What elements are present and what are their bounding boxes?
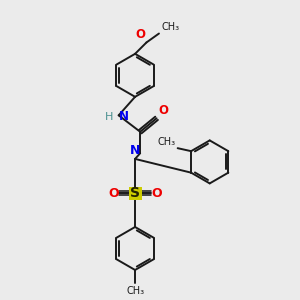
Text: O: O bbox=[108, 187, 119, 200]
Text: H: H bbox=[105, 112, 113, 122]
Text: CH₃: CH₃ bbox=[157, 137, 175, 147]
Text: N: N bbox=[130, 143, 140, 157]
Text: CH₃: CH₃ bbox=[161, 22, 179, 32]
Text: CH₃: CH₃ bbox=[126, 286, 144, 296]
Text: N: N bbox=[119, 110, 129, 123]
Bar bbox=[128, 187, 142, 200]
Text: O: O bbox=[152, 187, 162, 200]
Text: O: O bbox=[135, 28, 145, 41]
Text: S: S bbox=[130, 186, 140, 200]
Text: O: O bbox=[159, 104, 169, 117]
